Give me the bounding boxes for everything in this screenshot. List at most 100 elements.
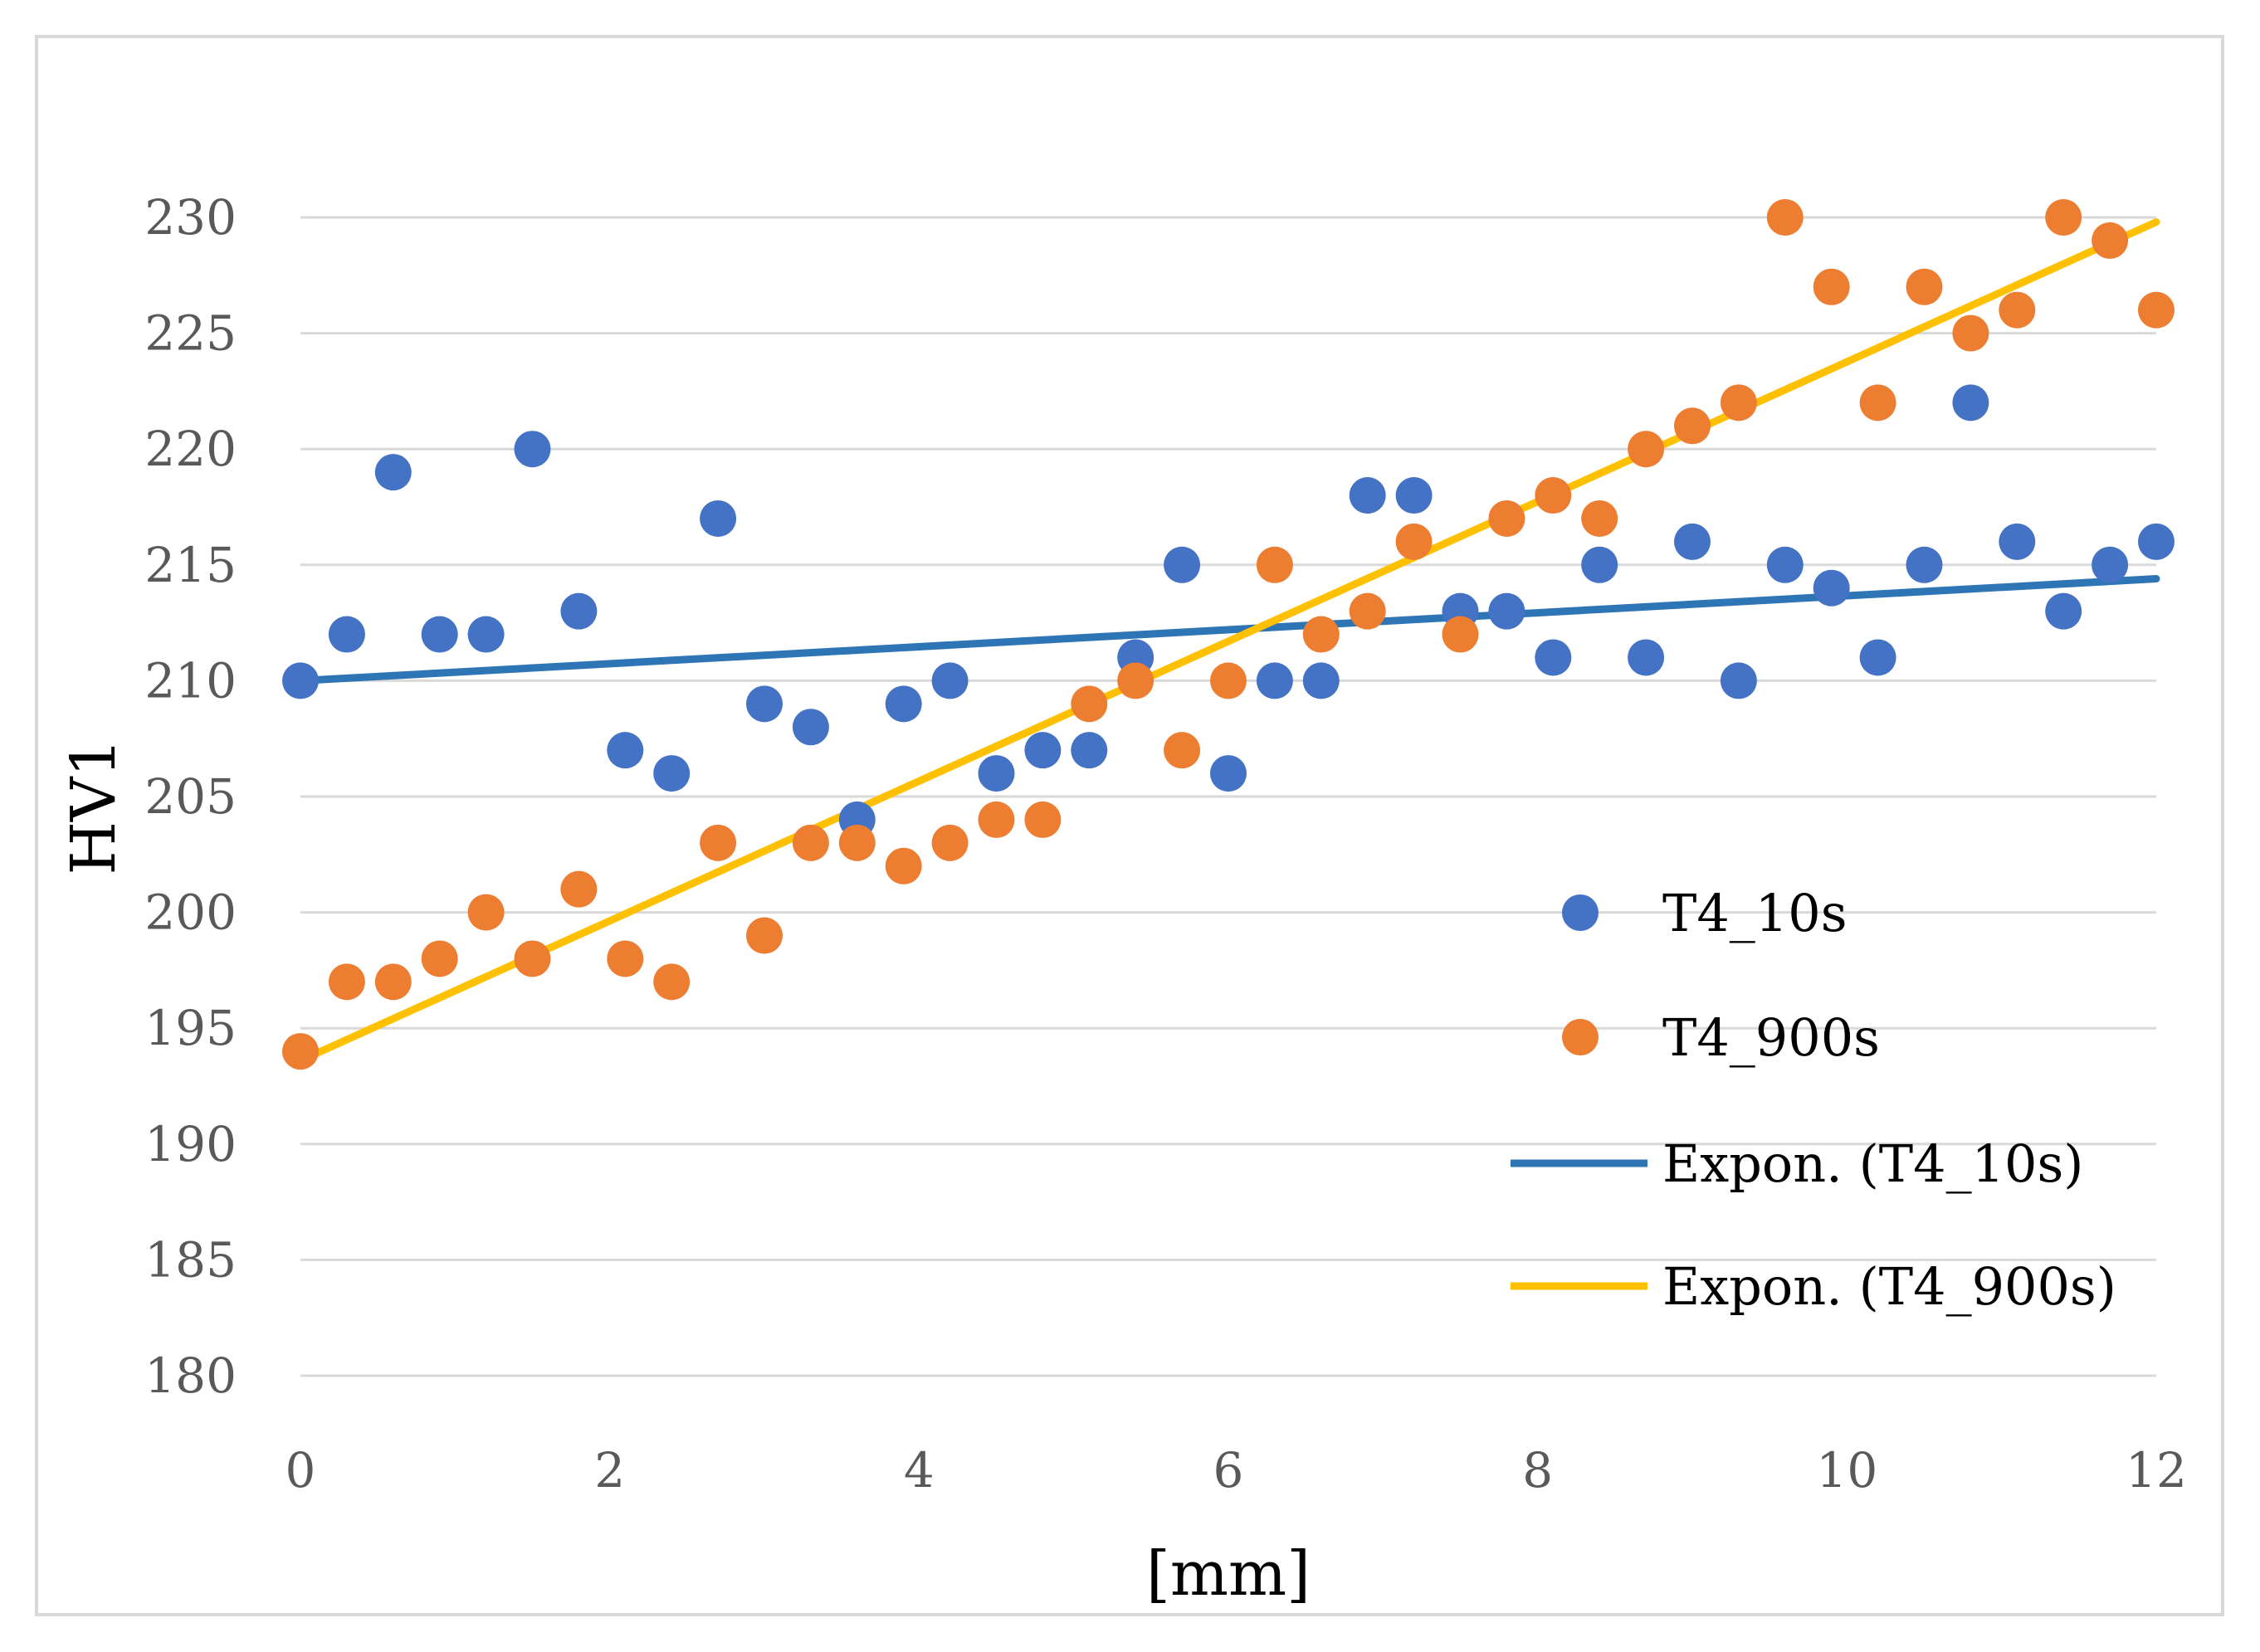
data-points (282, 199, 2175, 1070)
y-tick-label: 200 (144, 884, 237, 941)
data-point (1024, 801, 1062, 838)
data-point (2138, 291, 2175, 329)
trendline-1 (296, 218, 2160, 1065)
series-T4_900s (282, 199, 2175, 1070)
data-point (2092, 546, 2129, 583)
y-tick-label: 210 (144, 652, 237, 709)
y-tick-label: 205 (144, 768, 237, 825)
data-point (1488, 499, 1525, 537)
data-point (1256, 662, 1293, 699)
data-point (838, 824, 876, 861)
legend-marker-1 (1562, 1019, 1599, 1055)
data-point (1999, 523, 2036, 560)
data-point (931, 662, 969, 699)
data-point (1720, 662, 1757, 699)
data-point (2138, 523, 2175, 560)
x-axis-ticks: 0 2 4 6 8 10 12 (286, 1442, 2187, 1498)
data-point (467, 894, 505, 931)
legend-label-trend-1: Expon. (T4_900s) (1662, 1256, 2116, 1317)
data-point (374, 454, 412, 491)
data-point (282, 662, 319, 699)
y-tick-label: 190 (144, 1116, 237, 1172)
x-tick-label: 2 (594, 1442, 625, 1498)
data-point (1628, 431, 1665, 468)
legend-label-0: T4_10s (1662, 883, 1848, 943)
y-tick-label: 230 (144, 189, 237, 246)
data-point (1210, 755, 1247, 792)
data-point (1952, 384, 1989, 422)
data-point (1766, 546, 1804, 583)
data-point (792, 824, 829, 861)
data-point (560, 592, 598, 630)
y-tick-label: 220 (144, 421, 237, 477)
data-point (746, 917, 783, 954)
data-point (2045, 199, 2082, 236)
data-point (653, 755, 691, 792)
data-point (1395, 523, 1433, 560)
x-tick-label: 8 (1522, 1442, 1553, 1498)
data-point (560, 870, 598, 908)
data-point (1164, 732, 1201, 769)
data-point (1813, 569, 1850, 607)
x-tick-label: 0 (286, 1442, 316, 1498)
x-tick-label: 10 (1816, 1442, 1877, 1498)
data-point (421, 616, 458, 653)
data-point (607, 940, 644, 977)
data-point (1395, 477, 1433, 514)
grid (300, 216, 2156, 1377)
data-point (328, 616, 365, 653)
x-tick-label: 6 (1213, 1442, 1244, 1498)
legend: T4_10s T4_900s Expon. (T4_10s) Expon. (T4_9… (1511, 883, 2116, 1317)
chart-border (35, 35, 2224, 1616)
data-point (1117, 662, 1154, 699)
data-point (1906, 546, 1943, 583)
data-point (1488, 592, 1525, 630)
data-point (1164, 546, 1201, 583)
y-tick-label: 215 (144, 537, 237, 593)
data-point (1442, 616, 1479, 653)
data-point (931, 824, 969, 861)
data-point (792, 709, 829, 746)
data-point (1674, 523, 1711, 560)
data-point (1071, 732, 1108, 769)
data-point (1720, 384, 1757, 422)
data-point (1302, 616, 1340, 653)
y-tick-label: 195 (144, 1000, 237, 1056)
data-point (1952, 314, 1989, 352)
data-point (514, 431, 551, 468)
data-point (1999, 291, 2036, 329)
y-axis-ticks: 180 185 190 195 200 205 210 215 220 225 230 (144, 189, 237, 1404)
data-point (1581, 546, 1618, 583)
data-point (1674, 407, 1711, 445)
data-point (1859, 639, 1896, 676)
data-point (2092, 222, 2129, 259)
data-point (1628, 639, 1665, 676)
data-point (978, 755, 1015, 792)
data-point (1859, 384, 1896, 422)
x-axis-title: [mm] (1146, 1538, 1311, 1610)
data-point (2045, 592, 2082, 630)
data-point (700, 499, 737, 537)
series-T4_10s (282, 384, 2175, 838)
data-point (1349, 592, 1386, 630)
data-point (1071, 685, 1108, 723)
data-point (607, 732, 644, 769)
y-tick-label: 180 (144, 1347, 237, 1404)
data-point (1302, 662, 1340, 699)
data-point (1024, 732, 1062, 769)
data-point (1535, 639, 1572, 676)
legend-marker-0 (1562, 894, 1599, 931)
data-point (467, 616, 505, 653)
x-tick-label: 4 (904, 1442, 935, 1498)
data-point (653, 963, 691, 1001)
data-point (1906, 268, 1943, 305)
y-tick-label: 185 (144, 1231, 237, 1288)
data-point (1535, 477, 1572, 514)
data-point (885, 685, 922, 723)
data-point (328, 963, 365, 1001)
data-point (1349, 477, 1386, 514)
data-point (514, 940, 551, 977)
legend-label-trend-0: Expon. (T4_10s) (1662, 1133, 2083, 1194)
data-point (978, 801, 1015, 838)
